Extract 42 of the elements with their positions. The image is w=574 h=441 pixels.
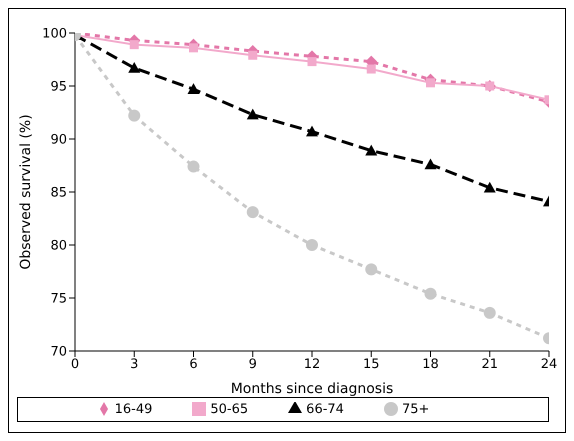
x-axis-title: Months since diagnosis	[230, 381, 394, 397]
point	[365, 263, 378, 276]
y-tick-label: 100	[42, 26, 67, 42]
point	[128, 62, 140, 73]
point	[484, 182, 496, 193]
x-tick-label: 0	[70, 357, 80, 372]
x-tick-label: 9	[248, 357, 257, 372]
x-tick-label: 21	[481, 357, 498, 372]
point	[248, 50, 258, 60]
point	[366, 64, 376, 74]
point	[306, 239, 318, 251]
legend-label: 16-49	[114, 402, 152, 417]
x-tick-label: 3	[130, 357, 138, 372]
point	[130, 40, 139, 50]
x-tick-label: 6	[189, 357, 198, 372]
y-tick-label: 70	[50, 344, 67, 360]
point	[246, 206, 259, 218]
legend-label: 50-65	[210, 402, 248, 417]
point	[365, 144, 378, 156]
point	[308, 57, 316, 66]
point	[188, 160, 200, 173]
point	[306, 126, 318, 136]
y-tick-label: 75	[50, 292, 67, 307]
x-tick-label: 18	[422, 357, 439, 372]
point	[484, 306, 496, 319]
y-tick-label: 80	[50, 238, 67, 254]
point	[246, 108, 259, 120]
point	[424, 288, 436, 300]
legend-label: 66-74	[306, 402, 344, 417]
x-tick-label: 15	[362, 357, 380, 372]
legend-label: 75+	[402, 402, 430, 417]
x-tick-label: 24	[540, 357, 558, 372]
point	[426, 78, 435, 88]
y-tick-label: 85	[50, 186, 67, 201]
point	[128, 110, 140, 122]
y-axis-title: Observed survival (%)	[18, 114, 34, 270]
y-tick-label: 90	[50, 132, 67, 148]
point	[189, 43, 198, 52]
x-tick-label: 12	[304, 357, 320, 372]
y-tick-label: 95	[50, 80, 67, 95]
point	[424, 158, 436, 170]
point	[188, 83, 200, 94]
